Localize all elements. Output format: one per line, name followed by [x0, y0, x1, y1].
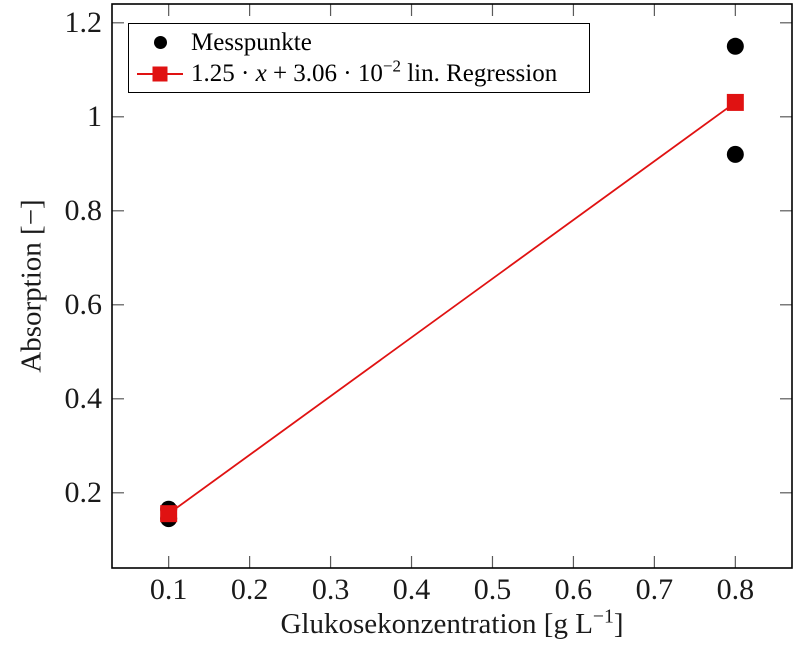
- x-tick-label: 0.8: [716, 573, 755, 606]
- x-tick-label: 0.2: [230, 573, 269, 606]
- measurement-point: [726, 37, 744, 55]
- x-tick-label: 0.5: [473, 573, 512, 606]
- x-tick-label: 0.7: [635, 573, 674, 606]
- x-tick-label: 0.3: [311, 573, 350, 606]
- y-tick-label: 0.8: [64, 193, 103, 227]
- x-tick-label: 0.1: [149, 573, 188, 606]
- equation-exponent: −2: [382, 56, 401, 76]
- y-tick-label: 1.2: [64, 5, 103, 39]
- plot-border: [111, 3, 793, 569]
- equation-coefficient: 1.25 ·: [191, 60, 256, 88]
- y-tick-label: 0.2: [64, 475, 103, 509]
- square-marker-icon: [152, 66, 168, 82]
- regression-marker: [160, 505, 178, 523]
- legend-marker-cell: [129, 35, 191, 49]
- x-tick-label: 0.4: [392, 573, 431, 606]
- x-axis-label-exponent: −1: [592, 605, 614, 628]
- circle-marker-icon: [153, 35, 167, 49]
- x-tick-label: 0.6: [554, 573, 593, 606]
- y-tick-label: 1: [87, 99, 102, 133]
- regression-line: [168, 101, 736, 515]
- measurement-point: [726, 145, 744, 163]
- legend-marker-cell: [129, 66, 191, 82]
- y-tick-label: 0.6: [64, 287, 103, 321]
- equation-suffix: lin. Regression: [400, 60, 558, 88]
- legend: Messpunkte 1.25 · x + 3.06 · 10−2 lin. R…: [128, 23, 590, 93]
- x-axis-label: Glukosekonzentration [g L−1]: [112, 606, 792, 640]
- x-axis-label-text: Glukosekonzentration [g L: [280, 608, 593, 640]
- regression-marker: [726, 93, 744, 111]
- x-axis-label-bracket: ]: [613, 608, 624, 640]
- legend-item-regression: 1.25 · x + 3.06 · 10−2 lin. Regression: [129, 58, 589, 89]
- line-marker-icon: [137, 66, 183, 82]
- legend-item-messpunkte: Messpunkte: [129, 27, 589, 58]
- y-axis-label: Absorption [−]: [15, 199, 48, 373]
- equation-intercept: + 3.06 · 10: [266, 60, 383, 88]
- equation-variable: x: [255, 60, 267, 88]
- legend-label-regression: 1.25 · x + 3.06 · 10−2 lin. Regression: [191, 58, 558, 88]
- y-tick-label: 0.4: [64, 381, 103, 415]
- legend-label-messpunkte: Messpunkte: [191, 28, 312, 56]
